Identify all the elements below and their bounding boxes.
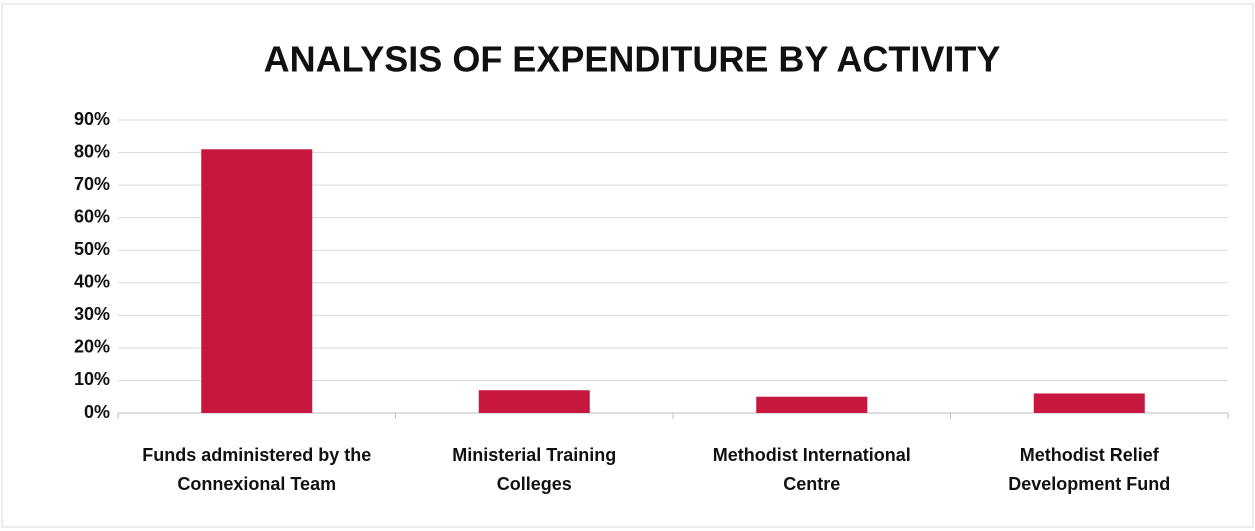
y-tick-label: 60% — [74, 206, 110, 226]
y-tick-label: 80% — [74, 141, 110, 161]
bar — [201, 149, 313, 414]
y-tick-label: 90% — [74, 109, 110, 129]
x-tick-label: Funds administered by the Connexional Te… — [142, 445, 372, 494]
bar — [1033, 393, 1145, 413]
y-tick-label: 50% — [74, 239, 110, 259]
y-tick-label: 30% — [74, 304, 110, 324]
chart-frame — [1, 3, 1254, 528]
bar — [478, 390, 590, 413]
y-tick-label: 0% — [84, 402, 110, 422]
x-tick-label: Ministerial Training Colleges — [452, 445, 617, 494]
y-tick-label: 10% — [74, 369, 110, 389]
x-tick-label: Methodist International Centre — [712, 445, 911, 494]
y-tick-label: 20% — [74, 337, 110, 357]
bar — [756, 396, 868, 413]
chart-title: ANALYSIS OF EXPENDITURE BY ACTIVITY — [264, 39, 1001, 80]
y-tick-label: 40% — [74, 272, 110, 292]
y-tick-label: 70% — [74, 174, 110, 194]
x-tick-label: Methodist Relief Development Fund — [1008, 445, 1171, 494]
